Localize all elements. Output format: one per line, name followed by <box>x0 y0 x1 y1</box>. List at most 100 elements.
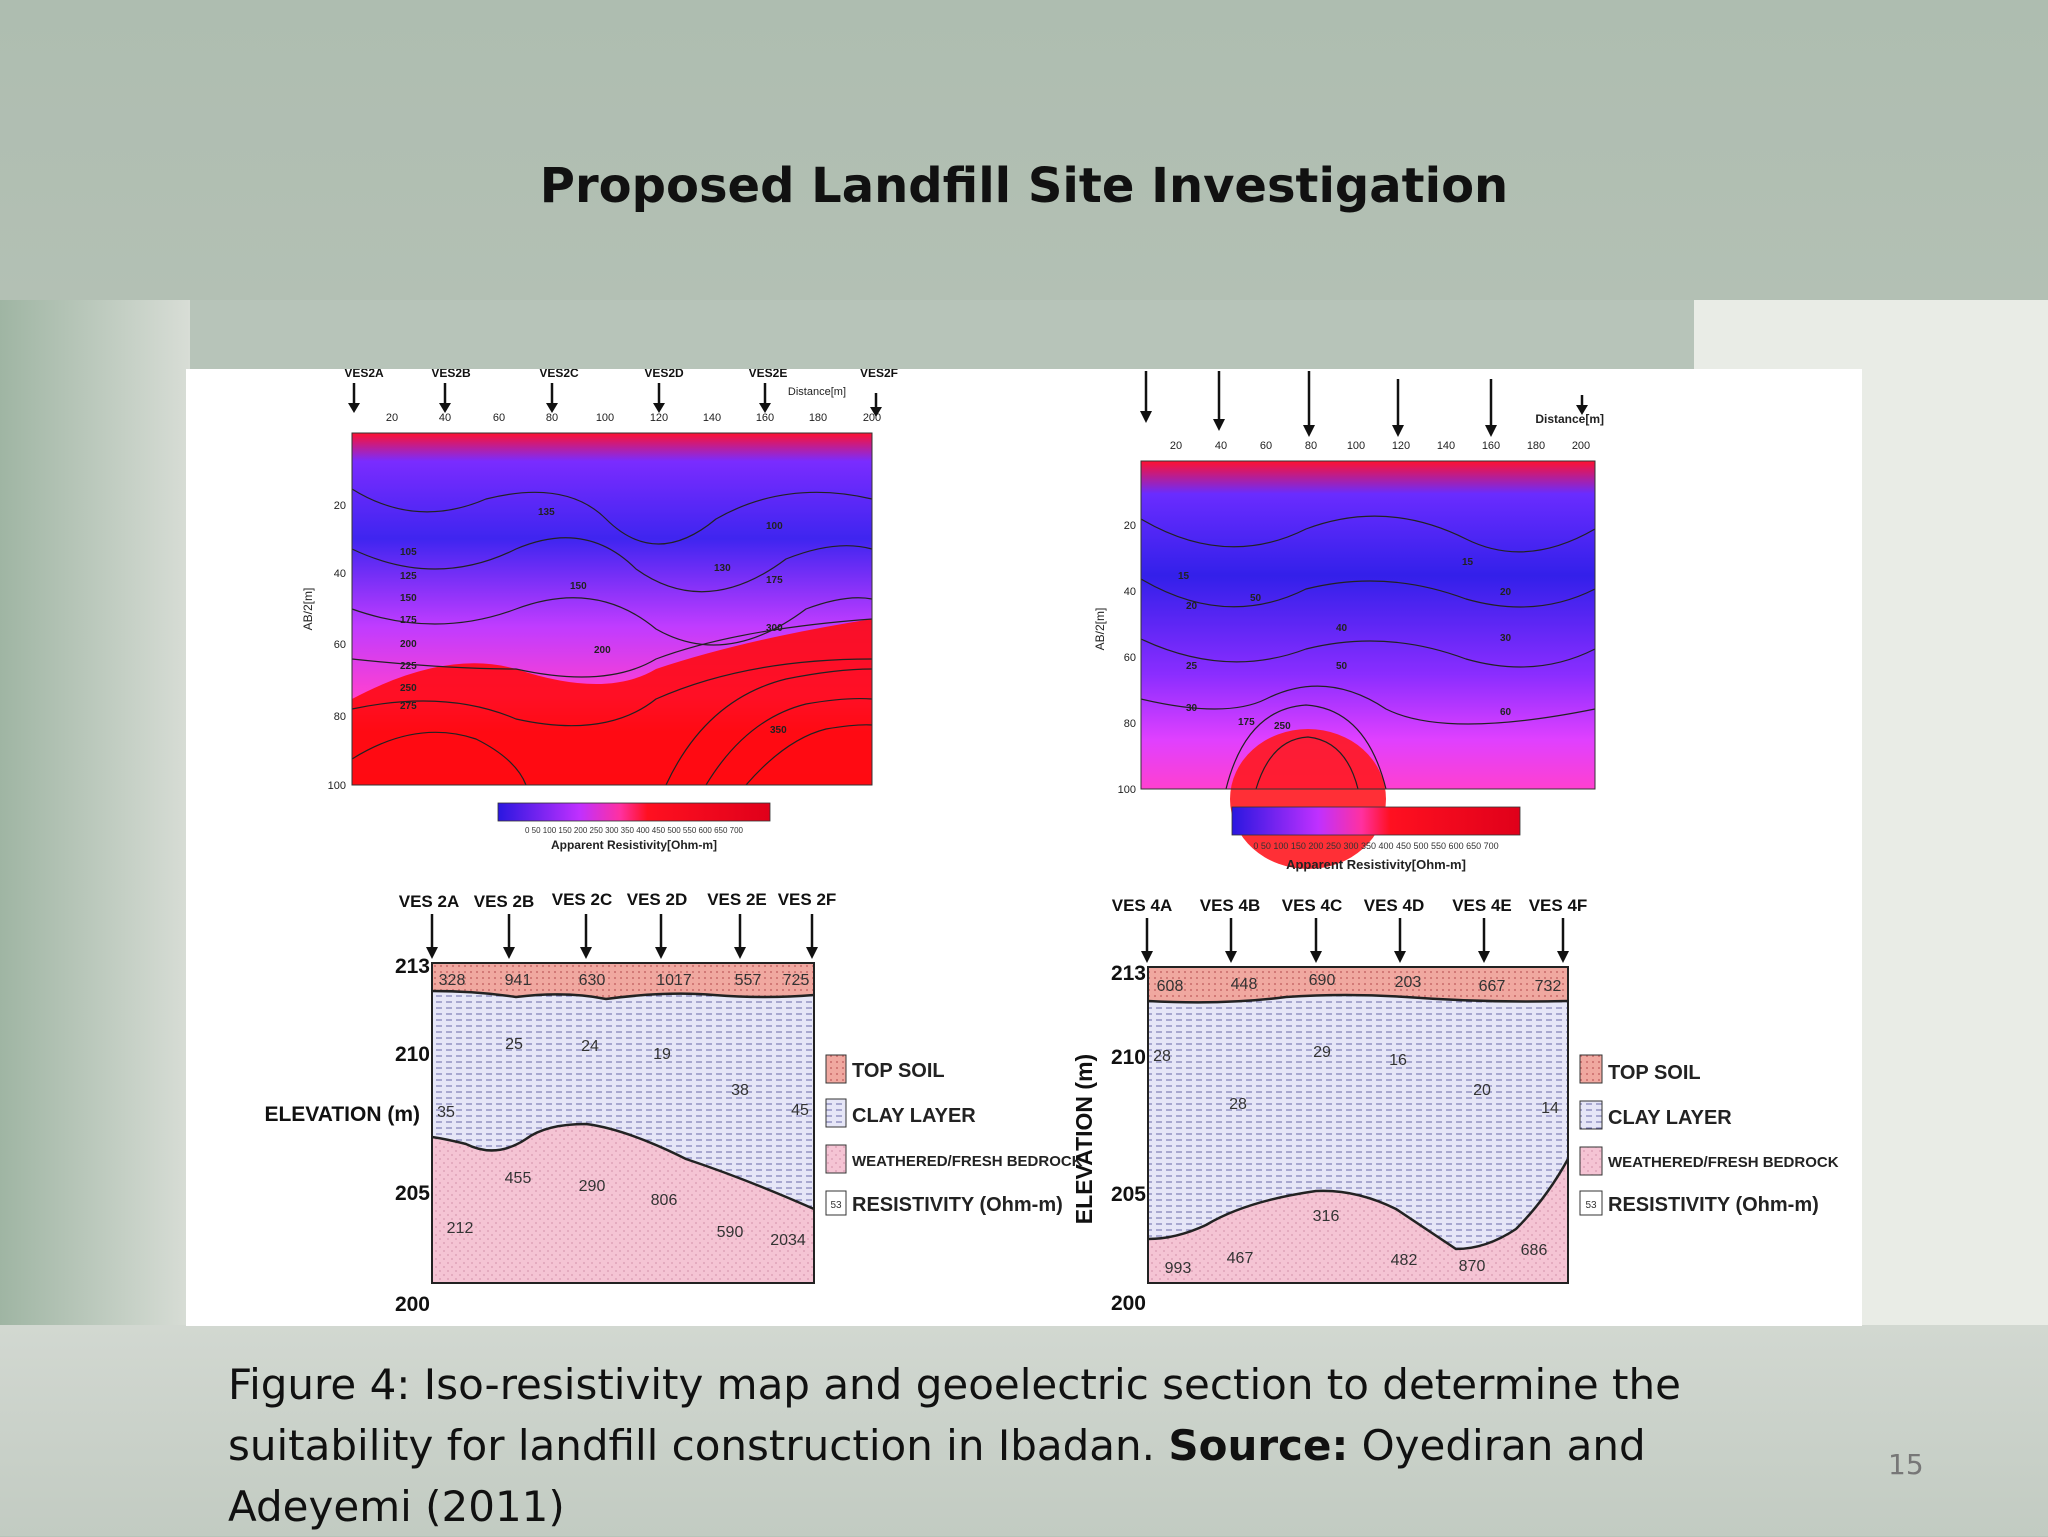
x-tick: 160 <box>1482 440 1500 452</box>
y-tick: 20 <box>334 500 346 512</box>
x-tick: 120 <box>1392 440 1410 452</box>
station-label: VES 2D <box>627 890 687 909</box>
x-tick: 100 <box>1347 440 1365 452</box>
section-left-bedrock-values: 455 290 806 212 590 2034 <box>447 1170 806 1249</box>
map-right-contour <box>1140 515 1596 553</box>
elev-tick: 205 <box>395 1182 430 1205</box>
resistivity-value: 725 <box>783 972 810 989</box>
colorbar-label: Apparent Resistivity[Ohm-m] <box>551 838 717 852</box>
x-tick: 180 <box>809 412 827 424</box>
station-label: VES 4C <box>1282 896 1342 915</box>
arrowhead <box>1485 425 1497 437</box>
legend-clay-label: CLAY LAYER <box>1608 1107 1732 1129</box>
resistivity-value: 448 <box>1231 976 1258 993</box>
map-left-contour <box>351 658 873 727</box>
legend-swatch-clay <box>1579 1100 1603 1130</box>
x-tick: 180 <box>1527 440 1545 452</box>
contour-label: 275 <box>400 701 417 712</box>
resistivity-value: 941 <box>505 972 532 989</box>
section-left-elev-ticks: 213 210 205 200 <box>395 955 430 1316</box>
map-left-distance-label: Distance[m] <box>788 386 846 398</box>
legend-resistivity-label: RESISTIVITY (Ohm-m) <box>1608 1194 1819 1216</box>
arrowhead <box>426 947 438 959</box>
resistivity-value: 630 <box>579 972 606 989</box>
x-tick: 140 <box>1437 440 1455 452</box>
elev-tick: 210 <box>1111 1046 1146 1069</box>
x-tick: 120 <box>650 412 668 424</box>
legend-left: TOP SOIL CLAY LAYER WEATHERED/FRESH BEDR… <box>825 1054 1083 1216</box>
legend-bedrock-label: WEATHERED/FRESH BEDROCK <box>852 1153 1083 1170</box>
y-tick: 80 <box>334 711 346 723</box>
station-label: VES 4A <box>1112 896 1172 915</box>
station-label: VES 2B <box>474 892 534 911</box>
legend-swatch-bedrock <box>1579 1146 1603 1176</box>
map-right: 20 40 60 80 100 120 140 160 180 200 20 4… <box>1093 371 1604 872</box>
slide-title: Proposed Landfill Site Investigation <box>539 158 1509 214</box>
x-tick: 60 <box>1260 440 1272 452</box>
resistivity-value: 45 <box>791 1102 809 1119</box>
contour-label: 30 <box>1500 633 1512 644</box>
x-tick: 200 <box>863 412 881 424</box>
section-right-boundary <box>1147 1158 1570 1251</box>
x-tick: 200 <box>1572 440 1590 452</box>
map-right-contour <box>1255 736 1359 790</box>
resistivity-value: 455 <box>505 1170 532 1187</box>
map-right-y-ticks: 20 40 60 80 100 <box>1118 520 1136 796</box>
y-tick: 40 <box>334 568 346 580</box>
legend-topsoil-label: TOP SOIL <box>852 1060 945 1082</box>
resistivity-value: 686 <box>1521 1242 1548 1259</box>
map-right-colorbar <box>1231 806 1521 836</box>
resistivity-value: 557 <box>735 972 762 989</box>
section-left-frame <box>431 962 815 1284</box>
y-tick: 40 <box>1124 586 1136 598</box>
map-right-distance-label: Distance[m] <box>1535 412 1604 426</box>
resistivity-value: 316 <box>1313 1208 1340 1225</box>
map-left-colorbar <box>497 802 771 822</box>
contour-label: 125 <box>400 571 417 582</box>
section-left: VES 2A VES 2B VES 2C VES 2D VES 2E VES 2… <box>264 890 836 1316</box>
map-left-contour <box>351 488 873 545</box>
x-tick: 40 <box>1215 440 1227 452</box>
station-label: VES 2E <box>707 890 767 909</box>
resistivity-value: 212 <box>447 1220 474 1237</box>
section-left-boundary <box>431 989 815 1001</box>
contour-label: 15 <box>1462 557 1474 568</box>
arrowhead <box>1213 419 1225 431</box>
map-right-contour <box>1140 685 1596 725</box>
resistivity-value: 290 <box>579 1178 606 1195</box>
legend-swatch-resistivity <box>1579 1190 1603 1216</box>
y-tick: 20 <box>1124 520 1136 532</box>
resistivity-value: 328 <box>439 972 466 989</box>
contour-label: 30 <box>1186 703 1198 714</box>
contour-label: 250 <box>1274 721 1291 732</box>
map-right-contour-labels: 15 20 25 30 40 50 15 20 30 60 50 175 250 <box>1178 557 1512 732</box>
arrowhead <box>870 407 882 417</box>
arrowhead <box>503 947 515 959</box>
contour-label: 175 <box>400 615 417 626</box>
y-tick: 60 <box>334 639 346 651</box>
map-right-field <box>1141 461 1595 789</box>
resistivity-value: 203 <box>1395 974 1422 991</box>
map-left-high-zone <box>352 619 872 785</box>
elev-tick: 205 <box>1111 1183 1146 1206</box>
section-left-topsoil-values: 328 941 630 1017 557 725 <box>439 972 810 989</box>
legend-topsoil-label: TOP SOIL <box>1608 1062 1701 1084</box>
arrowhead <box>734 947 746 959</box>
resistivity-value: 28 <box>1229 1096 1247 1113</box>
resistivity-value: 20 <box>1473 1082 1491 1099</box>
contour-label: 300 <box>766 623 783 634</box>
station-label: VES 4D <box>1364 896 1424 915</box>
x-tick: 20 <box>386 412 398 424</box>
colorbar-ticks: 0 50 100 150 200 250 300 350 400 450 500… <box>525 826 744 835</box>
section-left-boundary <box>431 1122 815 1211</box>
x-tick: 100 <box>596 412 614 424</box>
contour-label: 15 <box>1178 571 1190 582</box>
station-label: VES 4B <box>1200 896 1260 915</box>
section-left-elev-label: ELEVATION (m) <box>264 1103 420 1126</box>
background-bottom <box>0 1325 2048 1536</box>
arrowhead <box>653 403 665 413</box>
figure-panel: 20 40 60 80 100 120 140 160 180 200 20 4… <box>186 369 1862 1326</box>
arrowhead <box>1394 951 1406 963</box>
section-right-topsoil <box>1148 967 1568 1003</box>
page-number: 15 <box>1888 1448 1924 1481</box>
